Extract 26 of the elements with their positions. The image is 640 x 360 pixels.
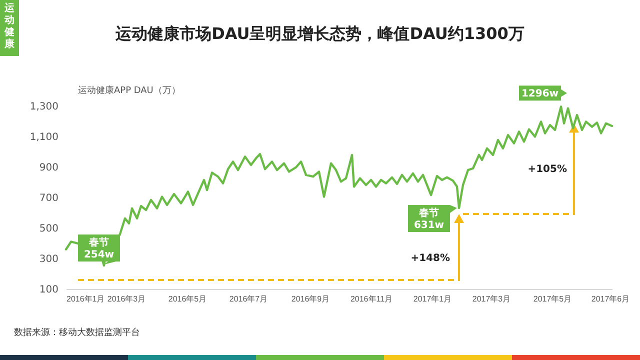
annotation: +105% (528, 164, 567, 175)
source-note: 数据来源：移动大数据监测平台 (14, 326, 140, 339)
line-series (64, 106, 614, 267)
x-tick-label: 2016年7月 (229, 294, 268, 304)
y-tick-label: 1,100 (30, 132, 58, 143)
y-tick-label: 300 (39, 254, 58, 265)
x-tick-label: 2017年5月 (533, 294, 572, 304)
annotation: 春节 631w (414, 207, 444, 232)
y-tick-label: 900 (39, 162, 58, 174)
text: 运动健康 (3, 3, 16, 51)
annotation: 1296w (521, 88, 559, 100)
y-tick-label: 1,300 (30, 102, 58, 112)
y-tick-label: 500 (39, 224, 58, 234)
x-tick-label: 2016年3月 (107, 294, 146, 304)
y-tick-label: 100 (39, 284, 58, 296)
x-tick-label: 2016年1月 (66, 294, 105, 304)
x-tick-label: 2016年5月 (168, 294, 207, 304)
y-tick-label: 700 (39, 193, 58, 204)
x-tick-label: 2016年11月 (350, 294, 393, 304)
x-tick-label: 2017年3月 (472, 294, 511, 304)
annotation: +148% (410, 253, 450, 264)
x-tick-label: 2017年6月 (591, 294, 630, 304)
x-tick-label: 2017年1月 (413, 294, 452, 304)
y-axis-title: 运动健康APP DAU（万） (78, 84, 180, 97)
chart-title: 运动健康市场DAU呈明显增长态势，峰值DAU约1300万 (116, 24, 524, 43)
x-tick-label: 2016年9月 (291, 294, 330, 304)
